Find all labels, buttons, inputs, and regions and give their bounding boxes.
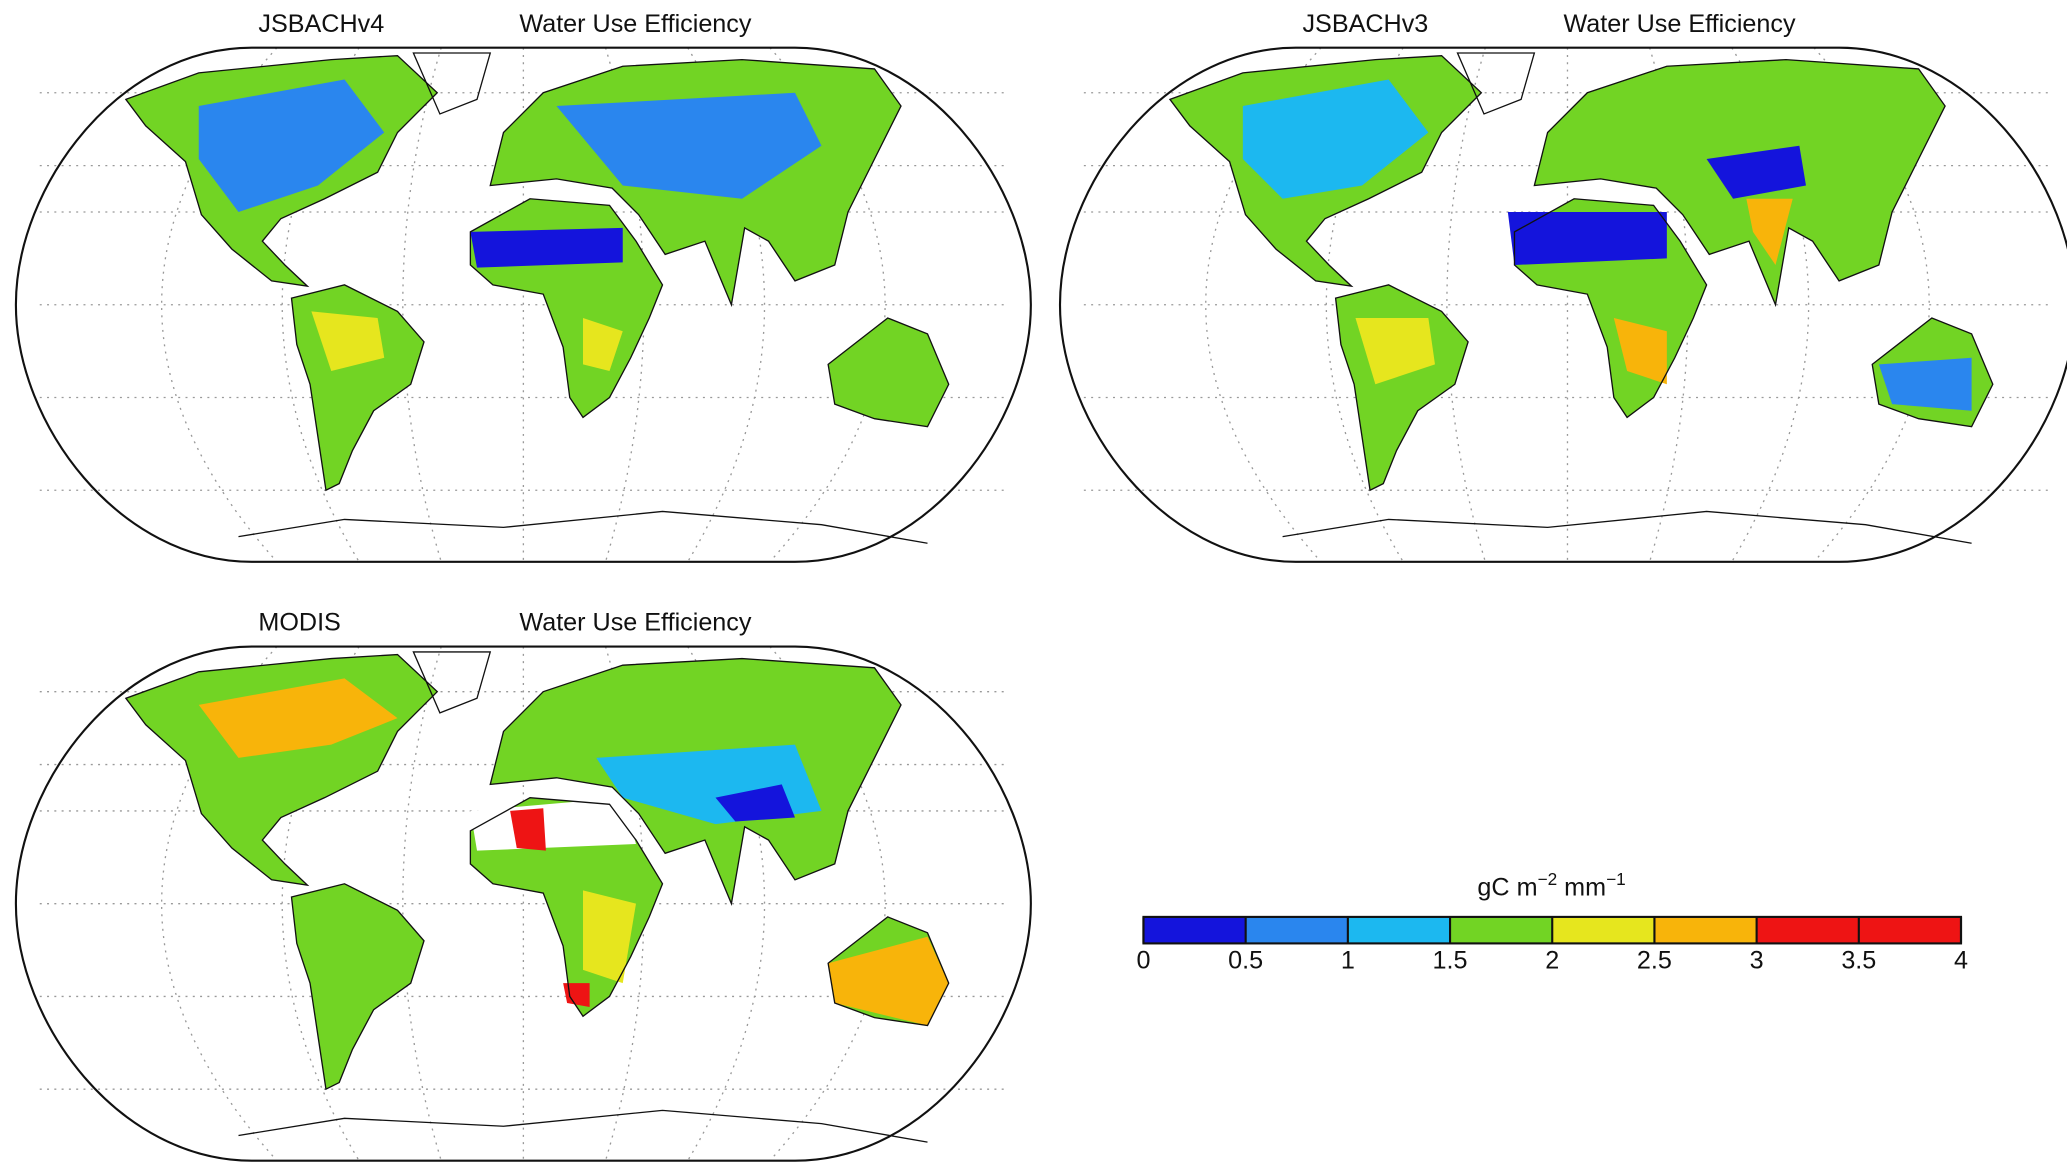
unit-exponent: −1 [1606, 869, 1626, 889]
wue-region [828, 936, 949, 1026]
wue-region [198, 79, 385, 213]
coastline [827, 916, 950, 1027]
panel-variable: Water Use Efficiency [519, 609, 751, 637]
colorbar-bin [1245, 916, 1348, 944]
antarctica-coast [238, 510, 928, 544]
land [125, 654, 438, 886]
land [291, 284, 424, 491]
panel-model: JSBACHv4 [258, 10, 384, 38]
coastline [290, 883, 425, 1091]
coastline [469, 198, 664, 419]
wue-region [1355, 318, 1435, 385]
map-outline [14, 645, 1032, 1162]
unit-text: mm [1557, 874, 1606, 902]
wue-region [470, 227, 623, 268]
colorbar-tick-label: 1.5 [1433, 947, 1468, 975]
colorbar-bin [1347, 916, 1451, 944]
wue-region [311, 311, 385, 372]
wue-region [1242, 79, 1429, 199]
colorbar-tick-label: 0 [1136, 947, 1150, 975]
wue-region [583, 890, 636, 984]
colorbar-bin [1143, 916, 1246, 944]
colorbar-bin [1450, 916, 1553, 944]
land [291, 883, 424, 1090]
coastline [1513, 198, 1708, 419]
coastline [124, 54, 439, 288]
wue-region [583, 318, 623, 372]
coastline [827, 317, 950, 428]
meridian [402, 646, 442, 1161]
coastline [1533, 58, 1946, 308]
land [1335, 284, 1469, 491]
wue-region [556, 92, 822, 199]
meridian [1446, 47, 1486, 562]
wue-region [198, 678, 398, 758]
coastline [1456, 52, 1536, 115]
map-panel: JSBACHv4 Water Use Efficiency [14, 10, 1032, 563]
panel-variable: Water Use Efficiency [1564, 10, 1796, 38]
panel-variable: Water Use Efficiency [519, 10, 751, 38]
colorbar-title: gC m−2 mm−1 [1477, 869, 1625, 902]
coastline [412, 52, 492, 115]
map-outline [14, 46, 1032, 563]
meridian [402, 47, 442, 562]
wue-region [1878, 357, 1972, 411]
coastline [1871, 317, 1994, 428]
colorbar-bin [1654, 916, 1757, 944]
wue-region [1613, 318, 1667, 385]
panel-model: MODIS [258, 609, 340, 637]
colorbar-tick-label: 3.5 [1841, 947, 1876, 975]
wue-region [563, 983, 590, 1008]
wue-region [510, 808, 546, 851]
coastline [1168, 54, 1483, 288]
unit-text: gC m [1477, 874, 1537, 902]
colorbar-tick-label: 2 [1545, 947, 1559, 975]
coastline [124, 653, 439, 887]
wue-region [715, 784, 795, 822]
map-panel: JSBACHv3 Water Use Efficiency [1058, 10, 2067, 563]
map-panel: MODIS Water Use Efficiency [14, 609, 1032, 1162]
coastline [489, 58, 902, 308]
unit-exponent: −2 [1538, 869, 1558, 889]
panel-model: JSBACHv3 [1302, 10, 1428, 38]
wue-region [1507, 212, 1667, 266]
coastline [1334, 284, 1469, 492]
colorbar-tick-label: 3 [1750, 947, 1764, 975]
colorbar-tick-label: 2.5 [1637, 947, 1672, 975]
wue-region [1706, 145, 1806, 199]
coastline [290, 284, 425, 492]
antarctica-coast [1282, 510, 1972, 544]
coastline [489, 657, 902, 907]
land [828, 318, 949, 427]
wue-region [1746, 198, 1793, 266]
colorbar-tick-label: 0.5 [1228, 947, 1263, 975]
colorbar-tick-label: 1 [1341, 947, 1355, 975]
colorbar-bin [1552, 916, 1655, 944]
colorbar-tick-label: 4 [1954, 947, 1968, 975]
coastline [412, 651, 492, 714]
map-outline [1058, 46, 2067, 563]
colorbar-bin [1756, 916, 1859, 944]
colorbar-bin [1858, 916, 1961, 944]
coastline [469, 796, 664, 1018]
antarctica-coast [238, 1109, 928, 1143]
